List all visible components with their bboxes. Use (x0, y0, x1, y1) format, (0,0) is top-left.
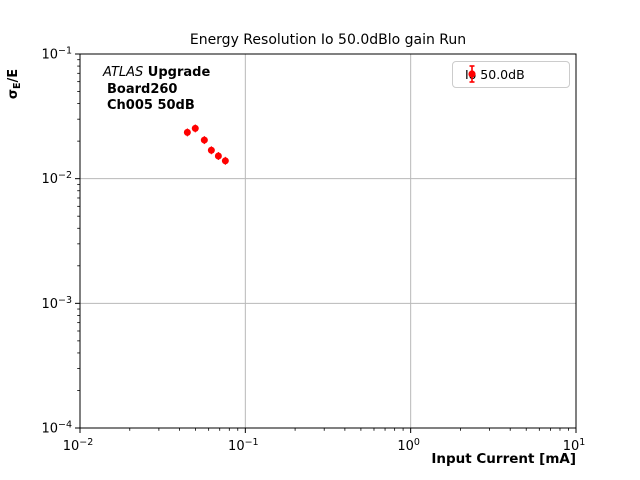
axes (75, 53, 577, 433)
legend-label: Io 50.0dB (465, 67, 525, 82)
annotation-line-3: Ch005 50dB (107, 98, 195, 113)
x-tick-label: 10−2 (63, 437, 94, 454)
plot-border (79, 53, 577, 429)
data-point (200, 136, 208, 144)
y-tick-label: 10−3 (41, 295, 72, 312)
annotation-atlas: ATLAS (103, 65, 144, 80)
legend-errorbar-icon (468, 65, 476, 83)
data-point (207, 146, 215, 154)
chart-title: Energy Resolution Io 50.0dBlo gain Run (190, 32, 466, 48)
legend: Io 50.0dB (452, 61, 570, 88)
x-tick-label: 10−1 (228, 437, 259, 454)
plot-annotation: ATLAS Upgrade Board260 Ch005 50dB (103, 65, 210, 115)
data-point (214, 152, 222, 160)
tick-labels: 10−2 10−1 100 101 10−4 10−3 10−2 10−1 (41, 46, 585, 455)
data-point (221, 157, 229, 165)
x-axis-label: Input Current [mA] (431, 451, 576, 467)
data-point (191, 124, 199, 132)
y-axis-label: σE/E (6, 69, 23, 99)
annotation-upgrade: Upgrade (143, 65, 211, 80)
data-point (183, 128, 191, 136)
data-series (183, 124, 229, 165)
annotation-line-1: ATLAS Upgrade (103, 65, 210, 82)
annotation-line-2: Board260 (107, 81, 178, 97)
y-tick-label: 10−4 (41, 420, 72, 437)
y-tick-label: 10−1 (41, 46, 72, 63)
x-tick-label: 100 (397, 437, 420, 454)
x-tick-label: 101 (563, 437, 586, 454)
y-tick-label: 10−2 (41, 170, 72, 187)
